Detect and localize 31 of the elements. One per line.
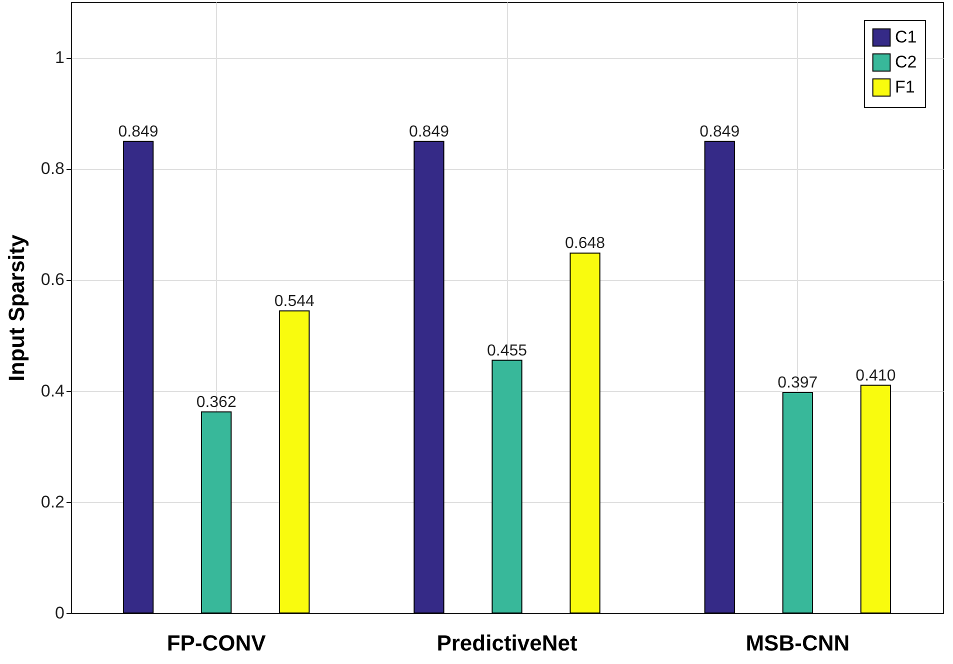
y-tick-label: 0 bbox=[55, 604, 64, 622]
data-label: 0.410 bbox=[856, 367, 896, 384]
bar bbox=[279, 310, 310, 614]
data-label: 0.648 bbox=[565, 235, 606, 252]
x-tick-label: FP-CONV bbox=[166, 630, 266, 656]
bar bbox=[492, 360, 522, 614]
data-label: 0.849 bbox=[408, 123, 450, 140]
data-label: 0.544 bbox=[274, 292, 314, 310]
data-label: 0.849 bbox=[700, 123, 740, 140]
legend-label: C1 bbox=[895, 28, 917, 46]
bar bbox=[860, 384, 892, 614]
data-label: 0.362 bbox=[196, 394, 236, 411]
y-tick-label: 0.4 bbox=[40, 381, 64, 400]
bar bbox=[570, 252, 600, 614]
bar bbox=[414, 140, 444, 614]
legend-label: C2 bbox=[895, 52, 917, 72]
y-axis-title: Input Sparsity bbox=[4, 234, 29, 382]
legend-label: F1 bbox=[895, 78, 915, 96]
y-tick-label: 0.6 bbox=[40, 270, 64, 290]
bar bbox=[704, 140, 735, 614]
y-tick-label: 0.2 bbox=[40, 492, 64, 512]
x-tick-label: PredictiveNet bbox=[436, 630, 578, 656]
bar bbox=[201, 411, 232, 614]
x-tick-label: MSB-CNN bbox=[746, 630, 850, 656]
y-tick-label: 1 bbox=[55, 48, 64, 68]
bar bbox=[122, 140, 154, 614]
y-tick-label: 0.8 bbox=[40, 159, 64, 178]
data-label: 0.455 bbox=[486, 342, 528, 360]
data-label: 0.397 bbox=[778, 374, 818, 392]
bar bbox=[782, 392, 813, 614]
data-label: 0.849 bbox=[118, 123, 158, 140]
